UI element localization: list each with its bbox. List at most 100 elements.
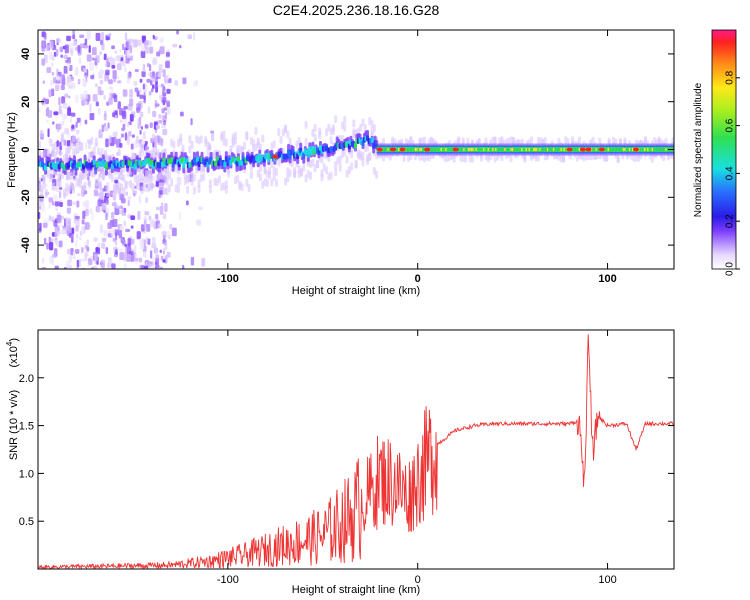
ridge-core (565, 147, 568, 152)
noise-speckle (140, 244, 145, 250)
ridge-halo (361, 151, 365, 160)
noise-speckle (147, 106, 151, 114)
noise-speckle (100, 259, 106, 268)
ridge-halo (361, 158, 365, 167)
ridge-core (429, 147, 433, 152)
spectrogram-x-tick-label: -100 (217, 273, 239, 285)
ridge-halo (110, 174, 114, 183)
noise-speckle (51, 88, 55, 97)
noise-speckle (41, 46, 46, 52)
ridge-core (505, 147, 509, 152)
noise-speckle (107, 222, 113, 230)
ridge-halo (222, 137, 226, 146)
ridge-peak (534, 148, 538, 151)
noise-speckle (70, 112, 76, 117)
ridge-halo (63, 188, 67, 197)
ridge-core (443, 147, 446, 152)
noise-speckle (54, 239, 59, 245)
noise-speckle (108, 229, 111, 235)
ridge-halo (231, 133, 235, 142)
ridge-halo (58, 179, 62, 188)
ridge-halo (634, 153, 638, 162)
ridge-core (438, 147, 442, 152)
ridge-halo (650, 154, 654, 163)
noise-speckle (75, 94, 79, 103)
noise-speckle (160, 202, 164, 209)
noise-speckle (155, 81, 158, 86)
noise-speckle (140, 224, 145, 232)
ridge-halo (313, 164, 317, 173)
noise-speckle (143, 95, 146, 104)
noise-speckle (105, 199, 109, 205)
noise-speckle (101, 202, 107, 211)
noise-speckle (157, 72, 162, 78)
ridge-halo (126, 136, 130, 145)
noise-speckle (112, 70, 117, 79)
noise-speckle (103, 230, 109, 237)
ridge-core (182, 162, 186, 169)
ridge-core (461, 147, 465, 152)
noise-speckle (76, 200, 80, 208)
noise-speckle (58, 105, 62, 115)
colorbar-tick-label: 0.0 (725, 262, 736, 276)
ridge-halo (249, 163, 253, 172)
noise-speckle (201, 258, 206, 267)
ridge-core (431, 147, 434, 152)
ridge-peak (525, 148, 528, 151)
noise-speckle (119, 225, 124, 231)
noise-speckle (182, 264, 185, 269)
noise-speckle (79, 43, 84, 49)
ridge-halo (539, 137, 543, 146)
snr-y-tick-label: 1.5 (19, 421, 34, 433)
ridge-halo (361, 118, 365, 127)
noise-speckle (180, 111, 184, 117)
ridge-halo (507, 137, 511, 146)
ridge-halo (256, 169, 260, 178)
noise-speckle (66, 207, 71, 214)
noise-speckle (187, 34, 193, 40)
noise-speckle (147, 40, 152, 46)
ridge-halo (117, 148, 121, 157)
ridge-hotspot (452, 147, 459, 152)
ridge-halo (208, 179, 212, 188)
ridge-halo (500, 136, 504, 145)
ridge-halo (277, 128, 281, 137)
ridge-halo (215, 178, 219, 187)
ridge-halo (69, 171, 73, 180)
noise-speckle (71, 124, 75, 129)
ridge-halo (288, 137, 292, 146)
noise-speckle (60, 151, 63, 155)
ridge-halo (530, 136, 534, 145)
noise-speckle (77, 78, 81, 85)
ridge-halo (498, 137, 502, 146)
ridge-halo (135, 181, 139, 190)
noise-speckle (53, 111, 59, 116)
ridge-halo (42, 181, 46, 190)
ridge-peak (644, 148, 647, 151)
ridge-hotspot (566, 147, 573, 152)
ridge-halo (149, 176, 153, 185)
ridge-halo (145, 146, 149, 155)
ridge-halo (165, 177, 169, 186)
noise-speckle (92, 94, 98, 102)
ridge-halo (129, 180, 133, 189)
noise-speckle (126, 79, 130, 84)
spectrogram-y-tick-label: 40 (20, 48, 32, 60)
noise-speckle (49, 40, 54, 50)
ridge-peak (387, 148, 390, 151)
noise-speckle (112, 93, 117, 99)
spectrogram-x-label: Height of straight line (km) (292, 285, 420, 297)
noise-speckle (65, 261, 71, 269)
ridge-halo (338, 163, 342, 172)
ridge-halo (122, 174, 126, 183)
noise-speckle (162, 69, 166, 78)
ridge-halo (272, 140, 276, 149)
noise-speckle (139, 238, 144, 246)
ridge-peak (651, 148, 654, 151)
noise-speckle (47, 128, 50, 138)
ridge-halo (90, 136, 94, 145)
noise-speckle (134, 69, 139, 73)
ridge-peak (607, 148, 610, 151)
noise-speckle (49, 241, 54, 251)
ridge-peak (440, 148, 443, 151)
